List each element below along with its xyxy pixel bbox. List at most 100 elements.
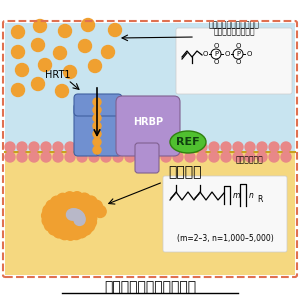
Circle shape [61,201,73,213]
Circle shape [113,152,123,162]
Circle shape [125,152,135,162]
Circle shape [70,200,82,212]
Circle shape [72,217,84,229]
Text: 天然ゴム: 天然ゴム [168,165,202,179]
Circle shape [83,220,95,232]
Circle shape [16,64,28,76]
Circle shape [58,25,71,38]
Circle shape [73,211,85,223]
Circle shape [81,205,93,217]
Text: P: P [214,51,218,57]
Circle shape [17,142,27,152]
Circle shape [93,98,101,106]
Circle shape [233,49,243,59]
Circle shape [38,58,52,71]
Circle shape [11,26,25,38]
Text: O: O [213,43,219,49]
Circle shape [74,214,85,225]
Circle shape [89,152,99,162]
Ellipse shape [170,131,206,153]
Circle shape [233,152,243,162]
Circle shape [257,152,267,162]
Circle shape [72,210,83,221]
Circle shape [56,85,68,98]
Text: O: O [246,51,252,57]
Circle shape [65,220,77,232]
Circle shape [125,142,135,152]
Circle shape [64,192,76,204]
Circle shape [68,209,79,220]
Circle shape [74,213,85,224]
Circle shape [72,210,84,222]
Circle shape [185,152,195,162]
Circle shape [78,193,90,205]
Circle shape [93,146,101,154]
Circle shape [197,152,207,162]
Circle shape [43,205,55,217]
Circle shape [53,213,65,225]
Circle shape [34,20,46,32]
Circle shape [55,205,67,217]
Circle shape [221,152,231,162]
Circle shape [73,216,85,228]
Circle shape [79,40,92,52]
Circle shape [65,142,75,152]
Circle shape [62,220,74,232]
Circle shape [161,142,171,152]
Circle shape [113,142,123,152]
Circle shape [68,219,80,231]
Circle shape [245,152,255,162]
Circle shape [65,152,75,162]
Circle shape [109,23,122,37]
Circle shape [90,200,102,212]
Circle shape [53,152,63,162]
Circle shape [53,46,67,59]
Circle shape [68,208,80,220]
Text: (m=2–3, n=1,000–5,000): (m=2–3, n=1,000–5,000) [177,233,273,242]
Circle shape [149,142,159,152]
Circle shape [93,130,101,138]
Circle shape [84,216,96,228]
Circle shape [257,142,267,152]
Circle shape [42,210,54,222]
Circle shape [71,192,83,204]
Circle shape [70,218,82,230]
Circle shape [51,196,63,208]
Circle shape [161,152,171,162]
Circle shape [149,152,159,162]
FancyBboxPatch shape [116,96,180,156]
Circle shape [53,208,65,220]
Circle shape [53,142,63,152]
Circle shape [185,142,195,152]
Text: REF: REF [176,137,200,147]
Circle shape [64,65,76,79]
Circle shape [53,226,65,238]
Circle shape [269,152,279,162]
Text: O: O [235,43,241,49]
Circle shape [101,46,115,59]
Circle shape [5,152,15,162]
Circle shape [77,142,87,152]
Circle shape [29,152,39,162]
Circle shape [82,19,94,32]
Circle shape [70,228,82,240]
Polygon shape [5,152,295,275]
Text: HRBP: HRBP [133,117,163,127]
Circle shape [64,228,76,240]
Circle shape [94,206,106,218]
Text: （イソプレン単位）: （イソプレン単位） [213,28,255,37]
Circle shape [80,223,92,235]
Circle shape [58,228,70,240]
Circle shape [41,142,51,152]
Circle shape [281,152,291,162]
Circle shape [32,77,44,91]
Circle shape [281,142,291,152]
Circle shape [41,152,51,162]
Circle shape [32,38,44,52]
Circle shape [93,138,101,146]
Circle shape [84,208,96,220]
FancyBboxPatch shape [176,28,292,94]
Circle shape [137,152,147,162]
FancyBboxPatch shape [163,176,287,252]
Circle shape [233,142,243,152]
